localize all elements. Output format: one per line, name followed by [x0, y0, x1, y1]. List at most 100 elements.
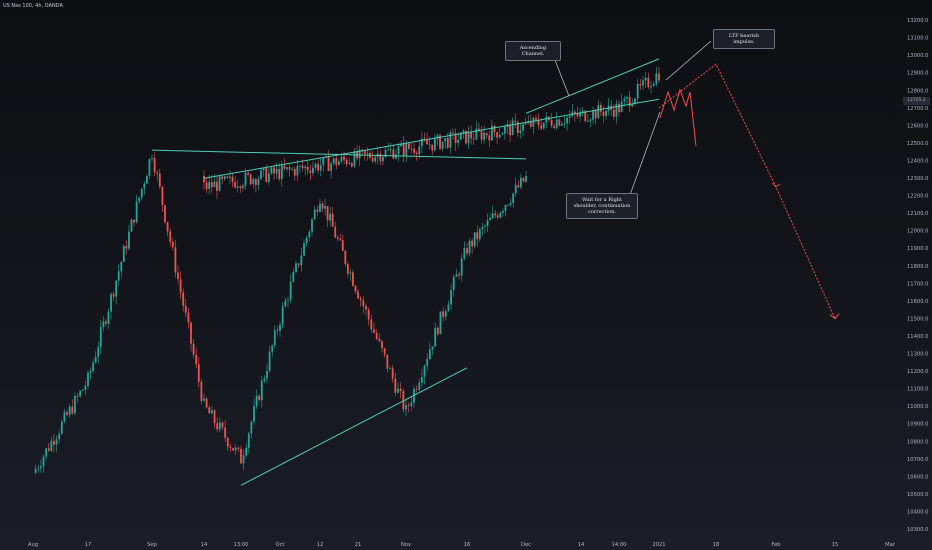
candle-body: [420, 138, 423, 147]
candle-body: [308, 231, 311, 238]
candle-body: [439, 135, 441, 149]
candle-body: [473, 232, 476, 247]
candle-body: [434, 327, 437, 347]
candle-body: [647, 77, 650, 88]
candle-body: [597, 105, 600, 119]
candle-body: [408, 143, 410, 149]
annotation-ltf-bearish[interactable]: LTF bearish impulse.: [713, 29, 775, 49]
candle-body: [218, 176, 221, 191]
candle-body: [213, 181, 216, 188]
candle-body: [452, 132, 454, 134]
y-tick-label: 11600.0: [907, 299, 928, 305]
candle-body: [488, 135, 491, 141]
candle-body: [247, 172, 249, 175]
candle-body: [413, 148, 415, 153]
candle-body: [81, 389, 84, 391]
candle-body: [493, 125, 496, 133]
candle-body: [628, 97, 631, 107]
candle-body: [244, 172, 247, 186]
candle-body: [242, 455, 245, 464]
candle-body: [301, 165, 304, 169]
candle-body: [402, 391, 405, 410]
candle-body: [472, 138, 475, 140]
candle-body: [460, 258, 463, 276]
y-tick-label: 11300.0: [907, 352, 928, 358]
candle-body: [343, 156, 345, 160]
candle-body: [387, 149, 390, 151]
candle-body: [522, 177, 525, 182]
y-tick-label: 11700.0: [907, 281, 928, 287]
x-tick-label: Dec: [521, 542, 531, 548]
candle-body: [389, 368, 391, 370]
candle-body: [634, 98, 636, 104]
candle-body: [459, 132, 462, 140]
candle-body: [337, 161, 340, 166]
candle-body: [216, 181, 218, 191]
candle-body: [383, 348, 386, 355]
candle-body: [266, 370, 268, 379]
candle-body: [618, 103, 620, 113]
candle-body: [452, 276, 455, 291]
candle-body: [514, 185, 517, 194]
candle-body: [218, 422, 221, 430]
candle-body: [319, 203, 321, 212]
candle-body: [107, 311, 110, 324]
x-tick-label: Aug: [28, 542, 38, 548]
candle-body: [592, 110, 594, 120]
candle-body: [317, 163, 320, 171]
x-tick-label: Nov: [401, 542, 411, 548]
candle-body: [71, 406, 74, 414]
candle-body: [247, 433, 250, 448]
annotation-wait-right-shoulder[interactable]: Wait for a Right shoulder, continuation …: [566, 193, 638, 219]
candle-body: [446, 138, 449, 148]
candle-body: [234, 447, 237, 451]
candle-body: [447, 304, 450, 312]
candle-body: [540, 125, 543, 129]
candle-body: [639, 83, 642, 86]
candle-body: [239, 186, 242, 188]
candle-body: [480, 130, 483, 140]
right-shoulder-zigzag: [659, 88, 697, 147]
candle-body: [221, 422, 224, 428]
y-tick-label: 10800.0: [907, 439, 928, 445]
candle-body: [293, 169, 296, 176]
candle-body: [79, 390, 82, 397]
candle-body: [271, 345, 274, 352]
y-tick-label: 12900.0: [907, 71, 928, 77]
candle-body: [405, 143, 408, 156]
x-tick-label: Mar: [885, 542, 896, 548]
candle-body: [359, 298, 362, 301]
candle-body: [428, 144, 431, 146]
candle-body: [133, 219, 135, 223]
x-tick-label: Feb: [771, 542, 781, 548]
candle-body: [296, 165, 299, 176]
candle-body: [211, 410, 213, 414]
x-tick-label: 2021: [652, 542, 665, 548]
y-tick-label: 12300.0: [907, 176, 928, 182]
candle-body: [169, 231, 172, 242]
candle-body: [365, 306, 367, 310]
candle-body: [297, 263, 300, 266]
candle-body: [234, 182, 237, 188]
candle-body: [253, 406, 255, 422]
candle-body: [436, 135, 439, 139]
candle-body: [313, 209, 316, 220]
candle-body: [631, 103, 634, 107]
annotation-connector: [552, 54, 570, 97]
candle-body: [457, 139, 460, 144]
candle-body: [339, 238, 342, 241]
candle-body: [650, 86, 652, 88]
y-tick-label: 10500.0: [907, 492, 928, 498]
candle-body: [602, 111, 605, 116]
candle-body: [76, 396, 79, 397]
candle-body: [581, 110, 584, 113]
candle-body: [431, 346, 434, 350]
candle-body: [192, 343, 195, 355]
candle-body: [210, 182, 213, 188]
candle-body: [92, 362, 95, 371]
annotation-ascending-channel[interactable]: Ascending Channel.: [505, 41, 561, 61]
candle-body: [321, 203, 324, 209]
candle-body: [350, 163, 353, 167]
candle-body: [68, 406, 71, 415]
